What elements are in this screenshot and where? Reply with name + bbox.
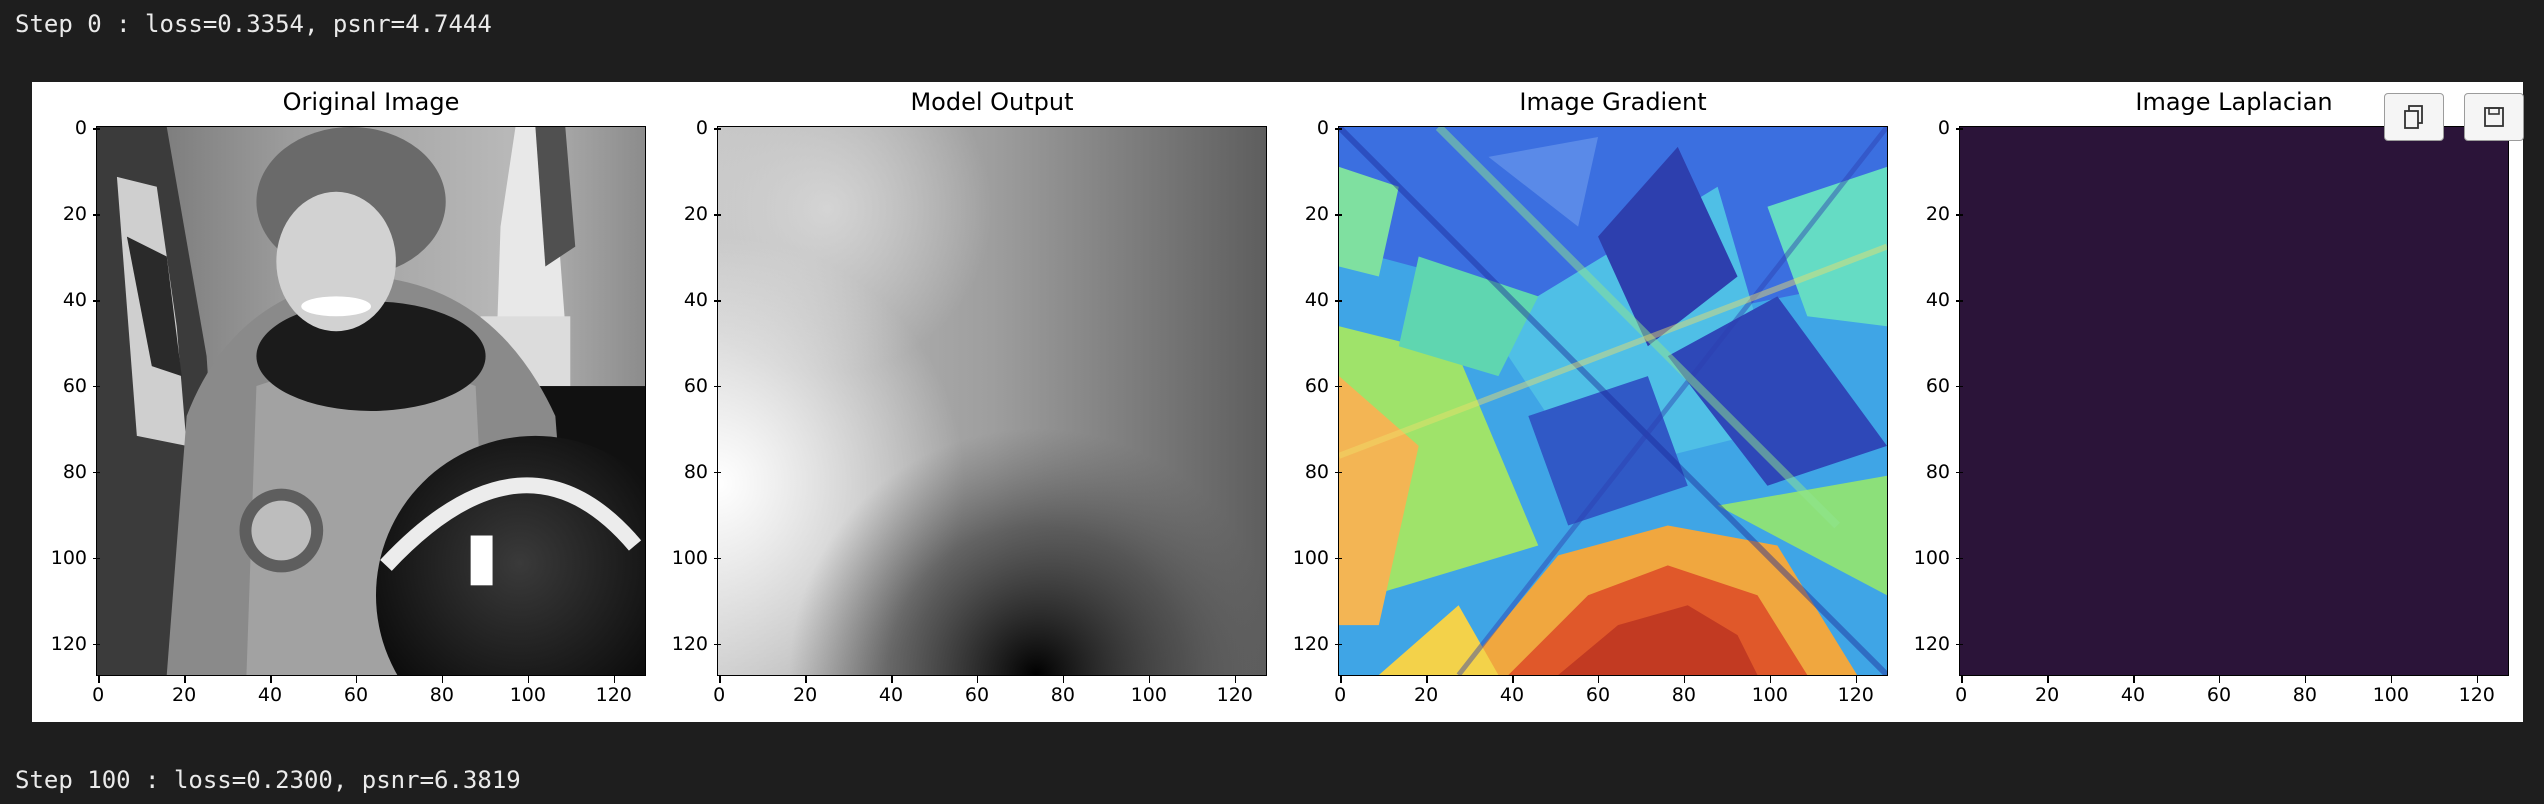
x-tick-label: 0 — [68, 676, 128, 706]
x-tick-label: 20 — [2017, 676, 2077, 706]
y-tick-label: 60 — [648, 375, 721, 397]
save-icon — [2484, 107, 2504, 127]
x-tick-label: 0 — [1931, 676, 1991, 706]
y-tick-label: 0 — [648, 117, 721, 139]
x-tick-label: 40 — [861, 676, 921, 706]
y-tick-label: 40 — [27, 289, 100, 311]
y-tick-label: 80 — [648, 461, 721, 483]
panel-image-gradient: Image Gradient — [1274, 82, 1888, 722]
y-tick-label: 120 — [1890, 633, 1963, 655]
y-tick-label: 20 — [1890, 203, 1963, 225]
model-output-image — [718, 127, 1266, 675]
x-tick-label: 80 — [2275, 676, 2335, 706]
y-tick-label: 80 — [1269, 461, 1342, 483]
x-tick-label: 80 — [412, 676, 472, 706]
x-tick-label: 120 — [2447, 676, 2507, 706]
y-tick-label: 60 — [1269, 375, 1342, 397]
x-tick-label: 100 — [2361, 676, 2421, 706]
y-tick-label: 120 — [648, 633, 721, 655]
y-tick-label: 20 — [648, 203, 721, 225]
astronaut-image — [97, 127, 645, 675]
gradient-image — [1339, 127, 1887, 675]
save-button[interactable] — [2464, 93, 2524, 141]
y-tick-label: 0 — [1890, 117, 1963, 139]
x-tick-label: 40 — [240, 676, 300, 706]
y-tick-label: 100 — [1890, 547, 1963, 569]
x-tick-label: 20 — [1396, 676, 1456, 706]
copy-button[interactable] — [2384, 93, 2444, 141]
y-tick-label: 100 — [1269, 547, 1342, 569]
y-tick-label: 100 — [648, 547, 721, 569]
panel-original-image: Original Image — [32, 82, 646, 722]
y-tick-label: 120 — [27, 633, 100, 655]
x-tick-label: 20 — [154, 676, 214, 706]
figure: Original Image — [32, 82, 2523, 722]
original-image-plot — [96, 126, 646, 676]
x-tick-label: 80 — [1654, 676, 1714, 706]
y-tick-label: 120 — [1269, 633, 1342, 655]
y-tick-label: 20 — [27, 203, 100, 225]
y-tick-label: 0 — [1269, 117, 1342, 139]
x-tick-label: 60 — [2189, 676, 2249, 706]
y-tick-label: 40 — [1890, 289, 1963, 311]
copy-icon — [2404, 105, 2423, 129]
x-tick-label: 100 — [498, 676, 558, 706]
x-tick-label: 0 — [1310, 676, 1370, 706]
model-output-plot — [717, 126, 1267, 676]
x-tick-label: 60 — [1568, 676, 1628, 706]
panel-model-output: Model Output — [653, 82, 1267, 722]
panel-image-laplacian: Image Laplacian 0 20 40 60 80 100 120 0 20 40 60 80… — [1895, 82, 2509, 722]
x-tick-label: 40 — [1482, 676, 1542, 706]
y-tick-label: 60 — [1890, 375, 1963, 397]
x-tick-label: 60 — [326, 676, 386, 706]
x-tick-label: 120 — [1205, 676, 1265, 706]
x-tick-label: 80 — [1033, 676, 1093, 706]
x-tick-label: 40 — [2103, 676, 2163, 706]
panel-title: Image Laplacian — [2135, 88, 2333, 116]
y-tick-label: 80 — [27, 461, 100, 483]
x-tick-label: 100 — [1740, 676, 1800, 706]
x-tick-label: 120 — [584, 676, 644, 706]
x-tick-label: 20 — [775, 676, 835, 706]
x-tick-label: 100 — [1119, 676, 1179, 706]
x-tick-label: 120 — [1826, 676, 1886, 706]
y-tick-label: 40 — [648, 289, 721, 311]
log-step-100: Step 100 : loss=0.2300, psnr=6.3819 — [15, 766, 521, 794]
y-tick-label: 100 — [27, 547, 100, 569]
panel-title: Model Output — [910, 88, 1074, 116]
log-step-0: Step 0 : loss=0.3354, psnr=4.7444 — [15, 10, 492, 38]
image-gradient-plot — [1338, 126, 1888, 676]
y-tick-label: 80 — [1890, 461, 1963, 483]
y-tick-label: 20 — [1269, 203, 1342, 225]
panel-title: Original Image — [282, 88, 460, 116]
image-laplacian-plot — [1959, 126, 2509, 676]
panel-title: Image Gradient — [1519, 88, 1707, 116]
y-tick-label: 60 — [27, 375, 100, 397]
y-tick-label: 0 — [27, 117, 100, 139]
x-tick-label: 60 — [947, 676, 1007, 706]
y-tick-label: 40 — [1269, 289, 1342, 311]
x-tick-label: 0 — [689, 676, 749, 706]
